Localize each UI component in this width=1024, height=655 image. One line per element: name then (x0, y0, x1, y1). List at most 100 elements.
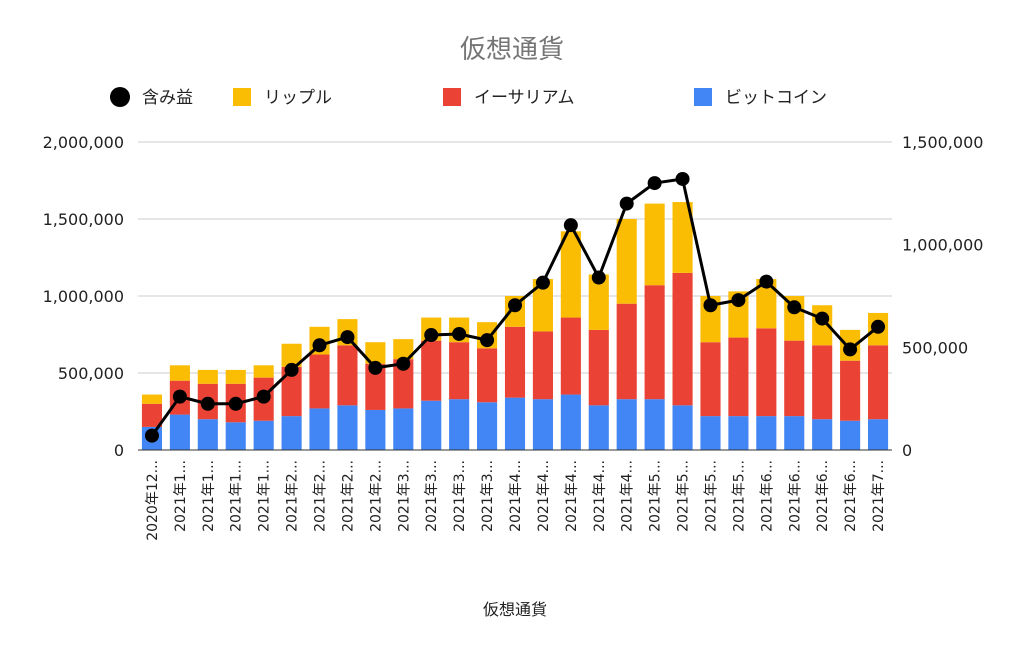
x-tick-label: 2021年2... (313, 460, 329, 532)
x-tick-label: 2021年5... (648, 460, 664, 532)
bar-segment (225, 422, 246, 450)
bar-stack (365, 342, 386, 450)
legend-swatch (233, 88, 251, 106)
line-point (312, 338, 327, 353)
x-axis-title: 仮想通貨 (483, 600, 547, 619)
bar-stack (728, 291, 749, 450)
left-y-tick-label: 500,000 (58, 364, 124, 383)
bar-segment (756, 279, 777, 329)
bar-stack (700, 296, 721, 450)
right-y-tick-label: 0 (902, 441, 912, 460)
bar-segment (197, 419, 218, 450)
bar-segment (477, 402, 498, 450)
x-tick-label: 2020年12... (145, 460, 161, 541)
line-point (424, 328, 439, 343)
x-tick-label: 2021年4... (536, 460, 552, 532)
line-point (647, 176, 662, 191)
bar-segment (532, 279, 553, 332)
bar-segment (532, 331, 553, 400)
bar-segment (141, 403, 163, 427)
bar-segment (141, 394, 163, 404)
bar-segment (672, 405, 693, 450)
bar-segment (253, 420, 274, 450)
legend: 含み益 リップル イーサリアム ビットコイン (110, 87, 827, 108)
line-point (396, 356, 411, 371)
legend-item: リップル (233, 88, 332, 108)
bar-stack (616, 219, 637, 450)
line-point (340, 330, 355, 345)
line-point (480, 333, 495, 348)
legend-item: イーサリアム (443, 88, 574, 108)
bar-segment (700, 416, 721, 450)
bar-segment (840, 420, 861, 450)
line-point (228, 396, 243, 411)
bar-segment (393, 339, 414, 360)
bar-stack (393, 339, 414, 450)
bar-segment (672, 202, 693, 273)
legend-label: 含み益 (142, 88, 193, 108)
bar-segment (281, 343, 302, 367)
bar-segment (504, 326, 526, 398)
bar-stack (784, 296, 805, 450)
line-point (368, 360, 383, 375)
legend-swatch (443, 88, 461, 106)
line-point (619, 196, 634, 211)
bar-segment (812, 345, 833, 420)
bar-segment (421, 340, 442, 401)
legend-label: イーサリアム (474, 88, 574, 108)
legend-swatch (694, 88, 712, 106)
chart-title: 仮想通貨 (460, 35, 564, 65)
x-tick-label: 2021年5... (676, 460, 692, 532)
bar-stack (560, 231, 581, 450)
bar-segment (700, 342, 721, 417)
bar-segment (281, 416, 302, 450)
bar-segment (728, 416, 749, 450)
left-y-axis: 0 500,000 1,000,000 1,500,000 2,000,000 (43, 133, 124, 460)
line-point (787, 300, 802, 315)
bar-stack (756, 279, 777, 450)
right-y-axis: 0 500,000 1,000,000 1,500,000 (902, 133, 983, 460)
bar-segment (644, 203, 665, 286)
x-tick-label: 2021年1... (257, 460, 273, 532)
x-tick-label: 2021年1... (229, 460, 245, 532)
bar-segment (532, 399, 553, 450)
line-point (815, 311, 830, 326)
line-point (508, 298, 522, 313)
bar-segment (867, 345, 889, 420)
x-tick-label: 2021年2... (368, 460, 384, 532)
line-point (144, 428, 159, 443)
bar-stack (532, 279, 553, 450)
x-tick-label: 2021年3... (424, 460, 440, 532)
bar-segment (588, 329, 609, 406)
bar-segment (337, 345, 358, 406)
line-point (759, 274, 774, 289)
bar-segment (560, 231, 581, 318)
x-tick-label: 2021年6... (787, 460, 803, 532)
left-y-tick-label: 1,000,000 (43, 287, 124, 306)
x-tick-label: 2021年4... (508, 460, 524, 532)
x-tick-label: 2021年4... (564, 460, 580, 532)
bars (141, 202, 889, 450)
x-tick-label: 2021年5... (703, 460, 719, 532)
x-tick-label: 2021年3... (480, 460, 496, 532)
x-tick-label: 2021年4... (620, 460, 636, 532)
left-y-tick-label: 2,000,000 (43, 133, 124, 152)
bar-segment (365, 342, 386, 364)
right-y-tick-label: 1,500,000 (902, 133, 983, 152)
x-tick-label: 2021年5... (731, 460, 747, 532)
bar-stack (281, 343, 302, 450)
bar-segment (393, 408, 414, 450)
bar-segment (393, 359, 414, 409)
left-y-tick-label: 0 (114, 441, 124, 460)
bar-segment (449, 399, 470, 450)
bar-stack (867, 312, 889, 450)
line-point (843, 342, 858, 357)
left-y-tick-label: 1,500,000 (43, 210, 124, 229)
x-tick-label: 2021年6... (815, 460, 831, 532)
bar-segment (477, 348, 498, 403)
line-point (256, 389, 271, 404)
bar-segment (365, 363, 386, 410)
bar-segment (309, 354, 330, 409)
bar-segment (309, 408, 330, 450)
right-y-tick-label: 1,000,000 (902, 236, 983, 255)
